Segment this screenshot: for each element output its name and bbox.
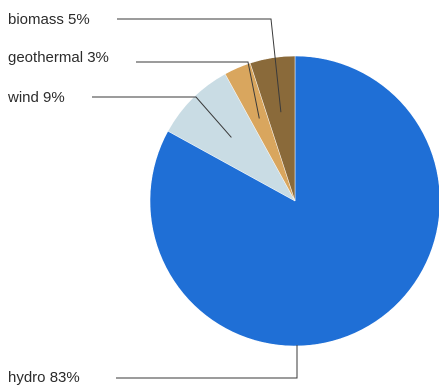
slice-label-biomass: biomass 5% [8, 11, 90, 28]
pie-slices [149, 55, 439, 347]
slice-label-hydro: hydro 83% [8, 369, 80, 386]
pie-slice-biomass [249, 55, 296, 202]
slice-label-geothermal: geothermal 3% [8, 49, 109, 66]
leader-line-wind [92, 96, 232, 138]
leader-line-hydro [116, 345, 298, 379]
pie-slice-wind [167, 73, 296, 202]
slice-label-wind: wind 9% [7, 89, 65, 106]
leader-line-biomass [117, 18, 282, 113]
leader-lines [92, 18, 298, 379]
leader-line-geothermal [136, 61, 260, 119]
slice-labels: hydro 83% wind 9% geothermal 3% biomass 5% [7, 11, 109, 386]
